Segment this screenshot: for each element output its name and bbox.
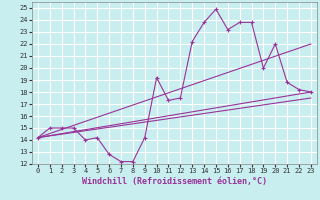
X-axis label: Windchill (Refroidissement éolien,°C): Windchill (Refroidissement éolien,°C) [82, 177, 267, 186]
